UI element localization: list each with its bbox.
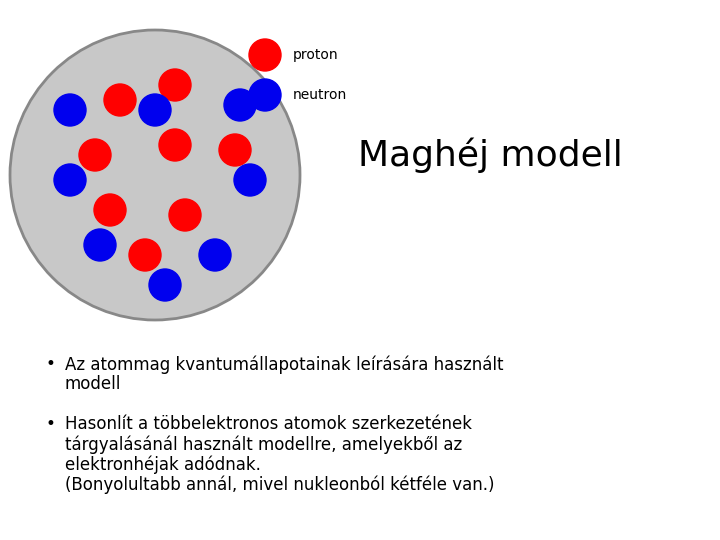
Circle shape (84, 229, 116, 261)
Text: modell: modell (65, 375, 122, 393)
Circle shape (54, 164, 86, 196)
Circle shape (169, 199, 201, 231)
Text: elektronhéjak adódnak.: elektronhéjak adódnak. (65, 455, 261, 474)
Circle shape (234, 164, 266, 196)
Text: Hasonlít a többelektronos atomok szerkezetének: Hasonlít a többelektronos atomok szerkez… (65, 415, 472, 433)
Circle shape (129, 239, 161, 271)
Circle shape (159, 129, 191, 161)
Circle shape (219, 134, 251, 166)
Circle shape (199, 239, 231, 271)
Circle shape (159, 69, 191, 101)
Circle shape (149, 269, 181, 301)
Circle shape (224, 89, 256, 121)
Circle shape (10, 30, 300, 320)
Text: Maghéj modell: Maghéj modell (358, 137, 622, 173)
Circle shape (104, 84, 136, 116)
Text: Az atommag kvantumállapotainak leírására használt: Az atommag kvantumállapotainak leírására… (65, 355, 503, 374)
Text: neutron: neutron (293, 88, 347, 102)
Text: •: • (45, 355, 55, 373)
Circle shape (54, 94, 86, 126)
Text: tárgyalásánál használt modellre, amelyekből az: tárgyalásánál használt modellre, amelyek… (65, 435, 462, 454)
Circle shape (139, 94, 171, 126)
Circle shape (249, 39, 281, 71)
Circle shape (79, 139, 111, 171)
Circle shape (249, 79, 281, 111)
Text: proton: proton (293, 48, 338, 62)
Circle shape (94, 194, 126, 226)
Text: •: • (45, 415, 55, 433)
Text: (Bonyolultabb annál, mivel nukleonból kétféle van.): (Bonyolultabb annál, mivel nukleonból ké… (65, 475, 495, 494)
